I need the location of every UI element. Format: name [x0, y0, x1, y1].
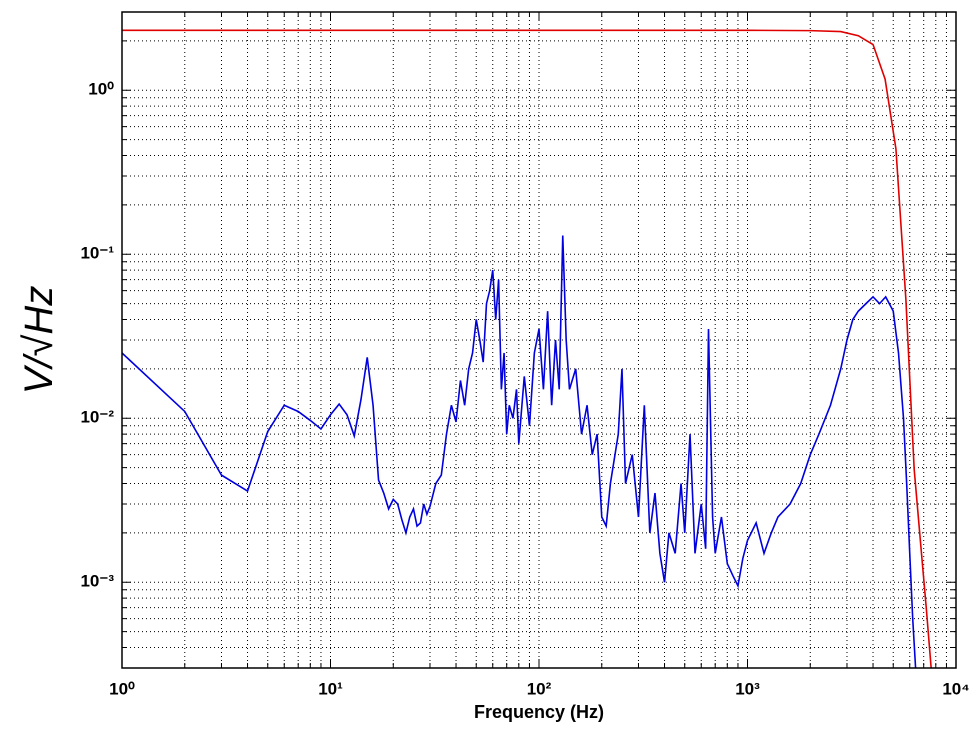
y-tick-label: 10⁰ — [88, 80, 114, 99]
x-tick-label: 10¹ — [318, 679, 343, 698]
y-tick-label: 10⁻³ — [80, 572, 114, 591]
plot-frame — [121, 11, 957, 669]
y-tick-label: 10⁻² — [80, 408, 114, 427]
x-tick-label: 10⁴ — [942, 679, 969, 698]
series-line — [122, 29, 932, 668]
x-tick-label: 10³ — [735, 679, 760, 698]
x-axis-label: Frequency (Hz) — [474, 702, 604, 722]
y-axis-label: V/√Hz — [17, 286, 61, 395]
y-tick-label: 10⁻¹ — [80, 244, 114, 263]
x-tick-label: 10⁰ — [109, 679, 135, 698]
series-line — [122, 235, 917, 668]
x-tick-label: 10² — [527, 679, 552, 698]
